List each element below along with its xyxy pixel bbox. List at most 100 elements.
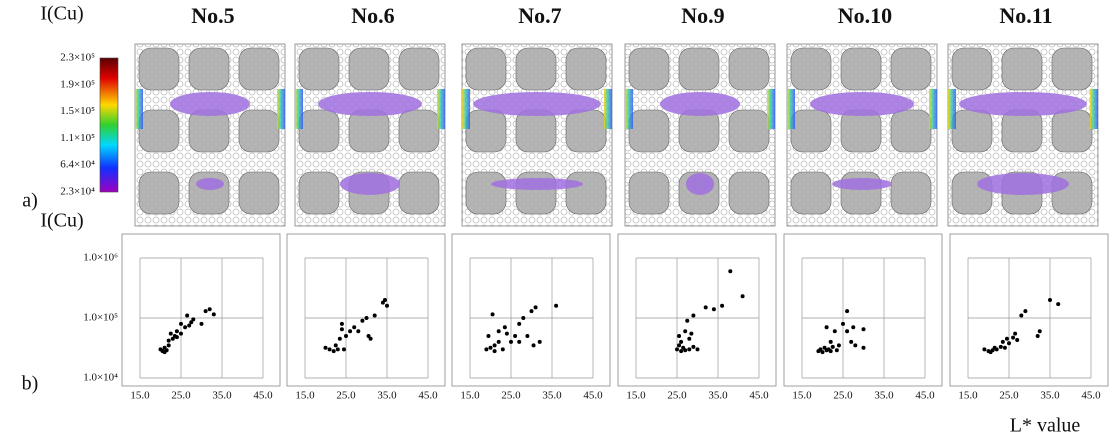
map-blob [952, 110, 992, 152]
map-blob [841, 48, 881, 90]
point [340, 322, 344, 326]
map-blob [239, 172, 279, 214]
point [862, 327, 866, 331]
map-region [959, 92, 1087, 116]
map-region [340, 173, 400, 195]
point [517, 340, 521, 344]
point [696, 347, 700, 351]
point [1036, 334, 1040, 338]
x-tick-label: 45.0 [253, 390, 273, 402]
point [679, 340, 683, 344]
point [833, 329, 837, 333]
map-blob [349, 110, 389, 152]
point [208, 307, 212, 311]
point [503, 325, 507, 329]
map-blob [399, 48, 439, 90]
x-tick-label: 35.0 [1040, 390, 1060, 402]
map-blob [239, 48, 279, 90]
point [348, 329, 352, 333]
map-blob [841, 110, 881, 152]
point [338, 337, 342, 341]
point [513, 334, 517, 338]
point [517, 322, 521, 326]
point [831, 345, 835, 349]
figure: I(Cu) a) b) I(Cu) L* value 2.3×10⁵1.9×10… [0, 0, 1113, 438]
point [841, 322, 845, 326]
point [179, 332, 183, 336]
panel-label: a) [22, 190, 38, 212]
point [691, 314, 695, 318]
colorbar-tick-label: 2.3×10⁵ [60, 52, 95, 64]
point [183, 325, 187, 329]
map-region [491, 178, 583, 190]
map-blob [239, 110, 279, 152]
map-blob [466, 110, 506, 152]
point [845, 309, 849, 313]
point [175, 329, 179, 333]
x-tick-label: 45.0 [749, 390, 769, 402]
point [712, 307, 716, 311]
map-blob [791, 110, 831, 152]
map-blob [629, 48, 669, 90]
point [167, 339, 171, 343]
x-tick-label: 25.0 [999, 390, 1019, 402]
point [1003, 346, 1007, 350]
point [342, 347, 346, 351]
map-blob [1052, 110, 1092, 152]
map-region [660, 92, 740, 116]
point [835, 348, 839, 352]
point [704, 305, 708, 309]
map-blob [791, 172, 831, 214]
colorbar-title: I(Cu) [40, 3, 83, 25]
map-title: No.5 [191, 3, 234, 28]
map-edge [625, 89, 633, 129]
point [369, 337, 373, 341]
map-blob [891, 172, 931, 214]
map-blob [399, 172, 439, 214]
point [505, 332, 509, 336]
x-tick-label: 25.0 [833, 390, 853, 402]
map-title: No.10 [838, 3, 892, 28]
map-title: No.6 [351, 3, 394, 28]
point [728, 269, 732, 273]
point [1038, 329, 1042, 333]
map-blob [891, 48, 931, 90]
map-blob [1002, 110, 1042, 152]
point [689, 332, 693, 336]
map-blob [679, 110, 719, 152]
point [999, 345, 1003, 349]
point [829, 340, 833, 344]
y-tick-label: 1.0×10⁵ [83, 312, 118, 324]
map-blob [791, 48, 831, 90]
x-tick-label: 25.0 [501, 390, 521, 402]
map-blob [952, 48, 992, 90]
point [324, 346, 328, 350]
point [491, 312, 495, 316]
point [532, 343, 536, 347]
colorbar-tick-label: 1.5×10⁵ [60, 105, 95, 117]
map-region [318, 92, 422, 116]
point [687, 337, 691, 341]
point [493, 343, 497, 347]
x-tick-label: 25.0 [171, 390, 191, 402]
colorbar-tick-label: 2.3×10⁴ [60, 186, 95, 198]
x-tick-label: 45.0 [1081, 390, 1101, 402]
point [683, 348, 687, 352]
x-tick-label: 35.0 [542, 390, 562, 402]
map-blob [729, 48, 769, 90]
plot-frame [122, 234, 280, 386]
point [332, 349, 336, 353]
point [365, 316, 369, 320]
x-tick-label: 45.0 [583, 390, 603, 402]
map-edge [277, 89, 285, 129]
x-tick-label: 35.0 [212, 390, 232, 402]
x-tick-label: 35.0 [874, 390, 894, 402]
map-blob [399, 110, 439, 152]
plot-frame [950, 234, 1108, 386]
point [691, 345, 695, 349]
map-edge [767, 89, 775, 129]
point [677, 334, 681, 338]
map-blob [189, 110, 229, 152]
map-region [832, 178, 892, 190]
point [1005, 337, 1009, 341]
